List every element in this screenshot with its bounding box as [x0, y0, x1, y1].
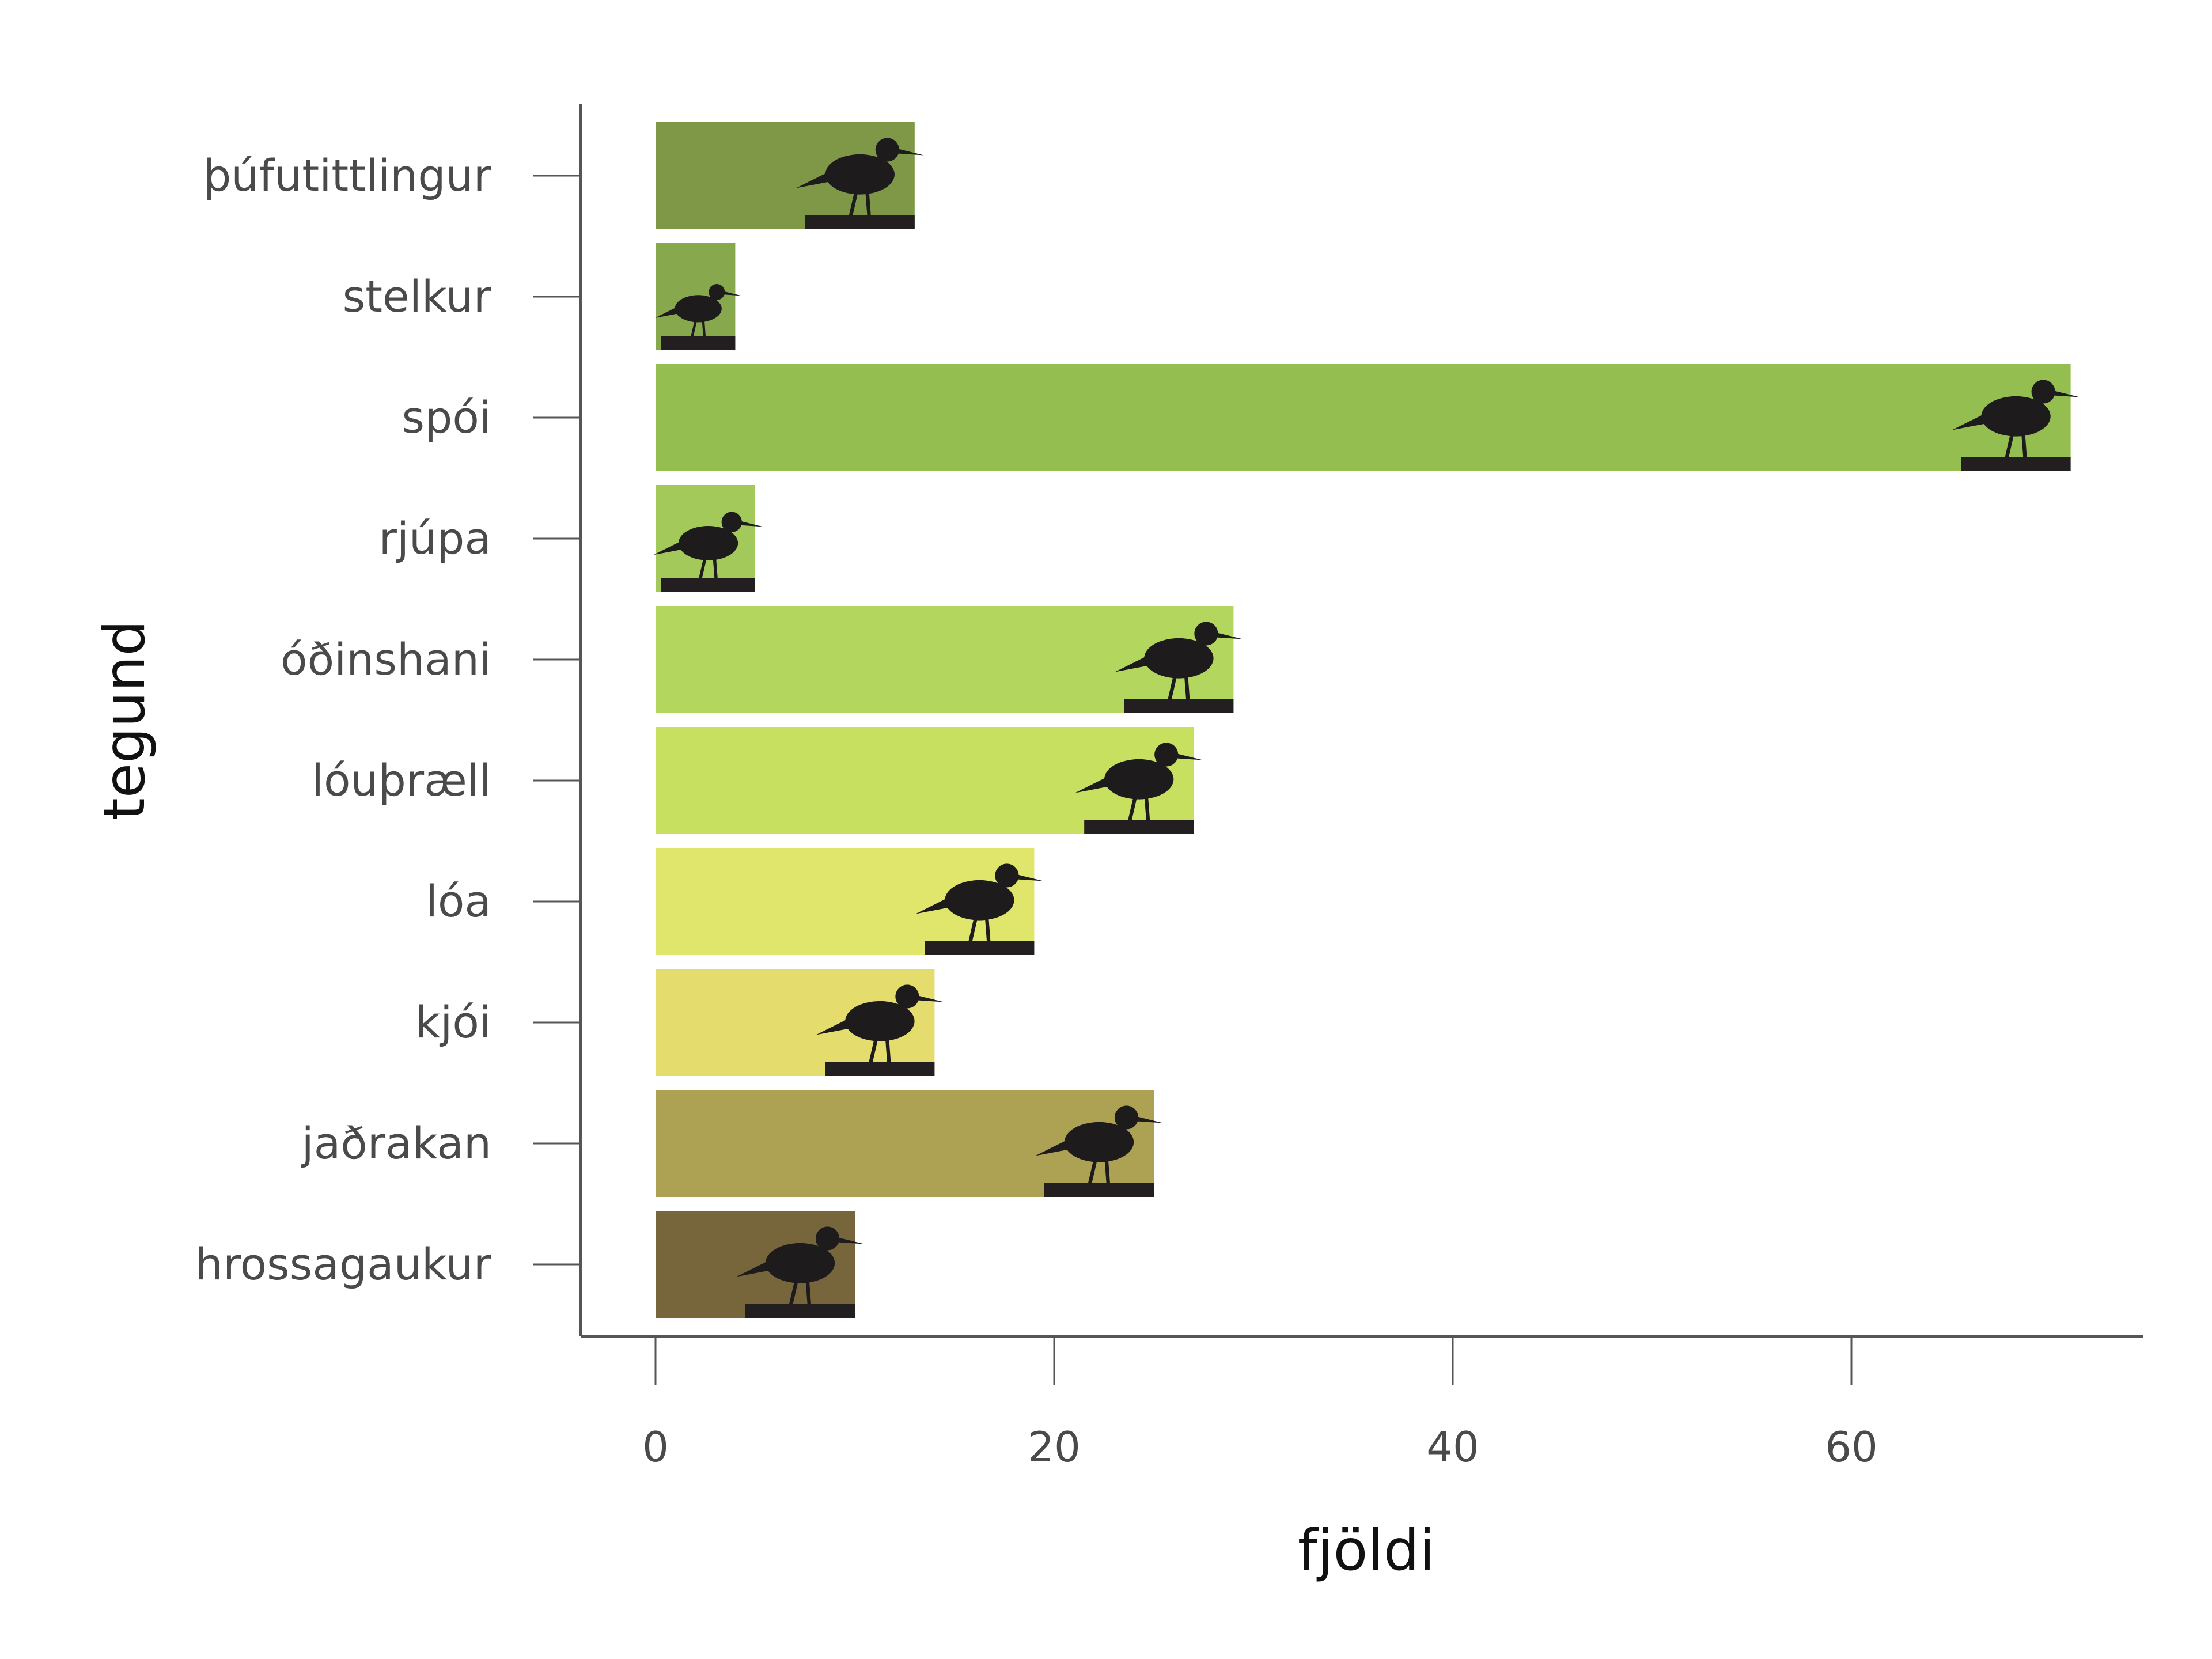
plover-silhouette-icon — [915, 863, 1044, 942]
ground-8 — [825, 1062, 935, 1076]
ground-10 — [745, 1304, 855, 1318]
snipe-silhouette-icon — [736, 1226, 864, 1305]
godwit-silhouette-icon — [1035, 1105, 1163, 1184]
ground-2 — [661, 336, 736, 350]
y-tick-label-9: jaðrakan — [301, 1118, 491, 1169]
x-tick-label-3: 40 — [1426, 1423, 1479, 1471]
y-tick-label-4: rjúpa — [379, 513, 491, 564]
x-tick-label-2: 20 — [1028, 1423, 1081, 1471]
dunlin-silhouette-icon — [1075, 743, 1203, 821]
x-axis-title: fjöldi — [1298, 1518, 1435, 1584]
ground-5 — [1124, 699, 1234, 713]
pipit-silhouette-icon — [796, 138, 924, 216]
y-tick-label-7: lóa — [426, 876, 491, 927]
y-tick-label-6: lóuþræll — [312, 755, 491, 806]
bar-5 — [656, 606, 1234, 713]
x-tick-label-4: 60 — [1825, 1423, 1878, 1471]
phalarope-silhouette-icon — [1115, 622, 1243, 700]
x-tick-label-1: 0 — [642, 1423, 669, 1471]
y-tick-label-5: óðinshani — [281, 634, 491, 685]
bar-3 — [656, 364, 2071, 471]
whimbrel-silhouette-icon — [1952, 380, 2080, 458]
y-tick-label-3: spói — [402, 392, 491, 443]
ground-4 — [661, 578, 755, 592]
ground-9 — [1044, 1183, 1154, 1197]
y-tick-label-8: kjói — [415, 997, 491, 1048]
y-axis: þúfutittlingur stelkur spói rjúpa óðinshani l… — [195, 150, 581, 1290]
skua-silhouette-icon — [816, 984, 944, 1063]
y-tick-label-10: hrossagaukur — [195, 1238, 492, 1290]
y-tick-label-2: stelkur — [343, 271, 492, 322]
ground-7 — [925, 941, 1035, 955]
ground-3 — [1961, 457, 2071, 471]
plot-area — [653, 122, 2080, 1318]
x-axis: 0 20 40 60 — [642, 1336, 1878, 1471]
ptarmigan-silhouette-icon — [653, 512, 763, 579]
y-tick-label-1: þúfutittlingur — [203, 150, 492, 201]
ground-1 — [805, 215, 915, 229]
ground-6 — [1084, 820, 1194, 834]
y-axis-title: tegund — [92, 620, 158, 820]
